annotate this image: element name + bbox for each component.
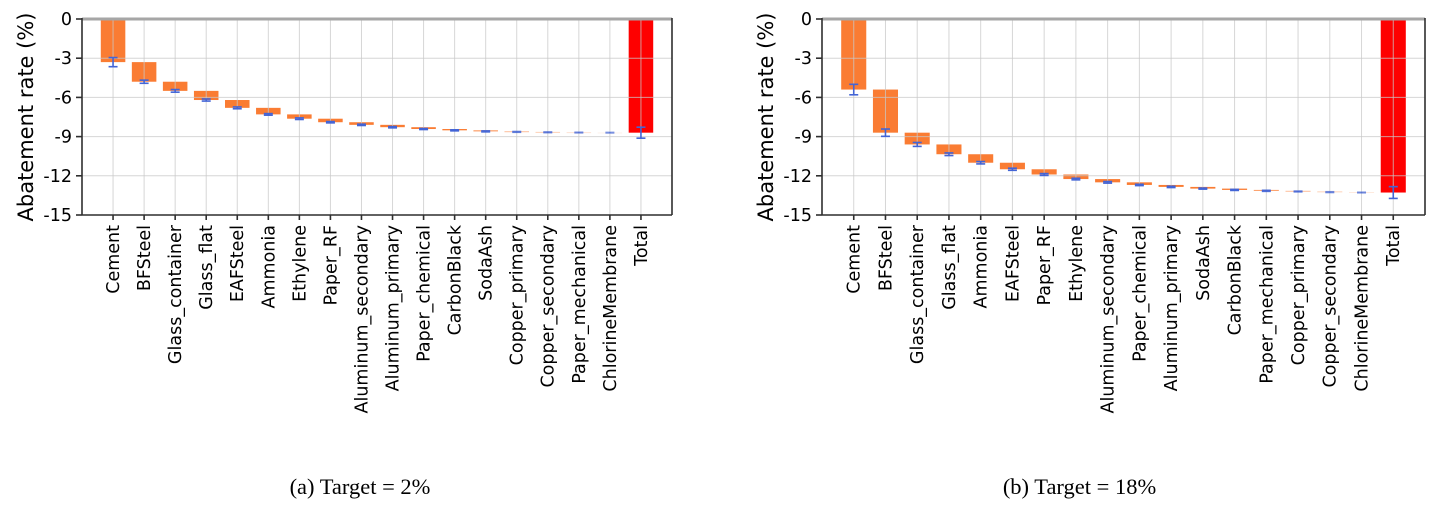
y-tick-label: -3 xyxy=(795,49,812,69)
x-tick-label-Cement: Cement xyxy=(104,225,124,294)
y-tick-label: -12 xyxy=(43,167,72,187)
x-tick-label-Total: Total xyxy=(632,225,652,267)
y-tick-label: 0 xyxy=(61,10,72,30)
x-tick-label-EAFSteel: EAFSteel xyxy=(1003,225,1023,302)
x-tick-label-Ethylene: Ethylene xyxy=(290,225,310,302)
x-tick-label-Ammonia: Ammonia xyxy=(259,225,279,308)
x-tick-label-Paper_mechanical: Paper_mechanical xyxy=(570,225,590,384)
x-tick-label-Copper_secondary: Copper_secondary xyxy=(539,225,559,388)
y-tick-label: 0 xyxy=(801,10,812,30)
x-tick-label-CarbonBlack: CarbonBlack xyxy=(446,224,466,335)
x-tick-label-Paper_chemical: Paper_chemical xyxy=(1130,225,1150,362)
x-tick-label-ChlorineMembrane: ChlorineMembrane xyxy=(601,225,621,392)
y-tick-label: -3 xyxy=(55,49,72,69)
x-tick-label-EAFSteel: EAFSteel xyxy=(228,225,248,302)
x-tick-label-Copper_secondary: Copper_secondary xyxy=(1321,225,1341,388)
x-tick-label-Copper_primary: Copper_primary xyxy=(1289,225,1309,365)
y-tick-label: -6 xyxy=(795,88,812,108)
y-tick-label: -15 xyxy=(43,206,72,226)
y-tick-label: -15 xyxy=(783,206,812,226)
chart-panel-b: 0 -3 -6 -9 -12 -15 Cement BFSteel Glass_containe… xyxy=(720,0,1439,531)
x-tick-label-Aluminum_primary: Aluminum_primary xyxy=(383,225,403,391)
x-tick-label-SodaAsh: SodaAsh xyxy=(477,225,497,301)
x-tick-label-Glass_flat: Glass_flat xyxy=(940,225,960,310)
x-tick-label-Paper_RF: Paper_RF xyxy=(321,225,341,306)
x-tick-label-SodaAsh: SodaAsh xyxy=(1194,225,1214,301)
x-tick-label-BFSteel: BFSteel xyxy=(876,225,896,291)
x-tick-label-Aluminum_primary: Aluminum_primary xyxy=(1162,225,1182,391)
x-tick-label-BFSteel: BFSteel xyxy=(135,225,155,291)
caption-b: (b) Target = 18% xyxy=(1002,474,1157,499)
y-tick-label: -12 xyxy=(783,167,812,187)
x-tick-label-Ammonia: Ammonia xyxy=(972,225,992,308)
x-tick-label-Ethylene: Ethylene xyxy=(1067,225,1087,302)
x-tick-label-Cement: Cement xyxy=(845,225,865,294)
x-tick-label-Paper_mechanical: Paper_mechanical xyxy=(1257,225,1277,384)
y-tick-label: -6 xyxy=(55,88,72,108)
x-tick-label-CarbonBlack: CarbonBlack xyxy=(1226,224,1246,335)
waterfall-chart-a: 0 -3 -6 -9 -12 -15 Cement BFSteel Glass_containe… xyxy=(14,10,673,414)
y-tick-label: -9 xyxy=(55,128,72,148)
x-tick-label-Paper_RF: Paper_RF xyxy=(1035,225,1055,306)
x-tick-label-Paper_chemical: Paper_chemical xyxy=(415,225,435,362)
y-axis-label: Abatement rate (%) xyxy=(14,13,38,222)
caption-a: (a) Target = 2% xyxy=(289,474,431,499)
x-tick-label-Aluminum_secondary: Aluminum_secondary xyxy=(1099,225,1119,414)
x-tick-label-ChlorineMembrane: ChlorineMembrane xyxy=(1352,225,1372,392)
x-tick-label-Aluminum_secondary: Aluminum_secondary xyxy=(352,225,372,414)
y-tick-label: -9 xyxy=(795,128,812,148)
x-tick-label-Copper_primary: Copper_primary xyxy=(508,225,528,365)
chart-panel-a: 0 -3 -6 -9 -12 -15 Cement BFSteel Glass_containe… xyxy=(14,10,673,499)
y-axis-label: Abatement rate (%) xyxy=(754,13,778,222)
x-tick-label-Glass_container: Glass_container xyxy=(166,224,186,364)
x-tick-label-Glass_flat: Glass_flat xyxy=(197,225,217,310)
waterfall-chart-b: 0 -3 -6 -9 -12 -15 Cement BFSteel Glass_containe… xyxy=(754,10,1426,414)
x-tick-label-Total: Total xyxy=(1384,225,1404,267)
x-tick-label-Glass_container: Glass_container xyxy=(908,224,928,364)
